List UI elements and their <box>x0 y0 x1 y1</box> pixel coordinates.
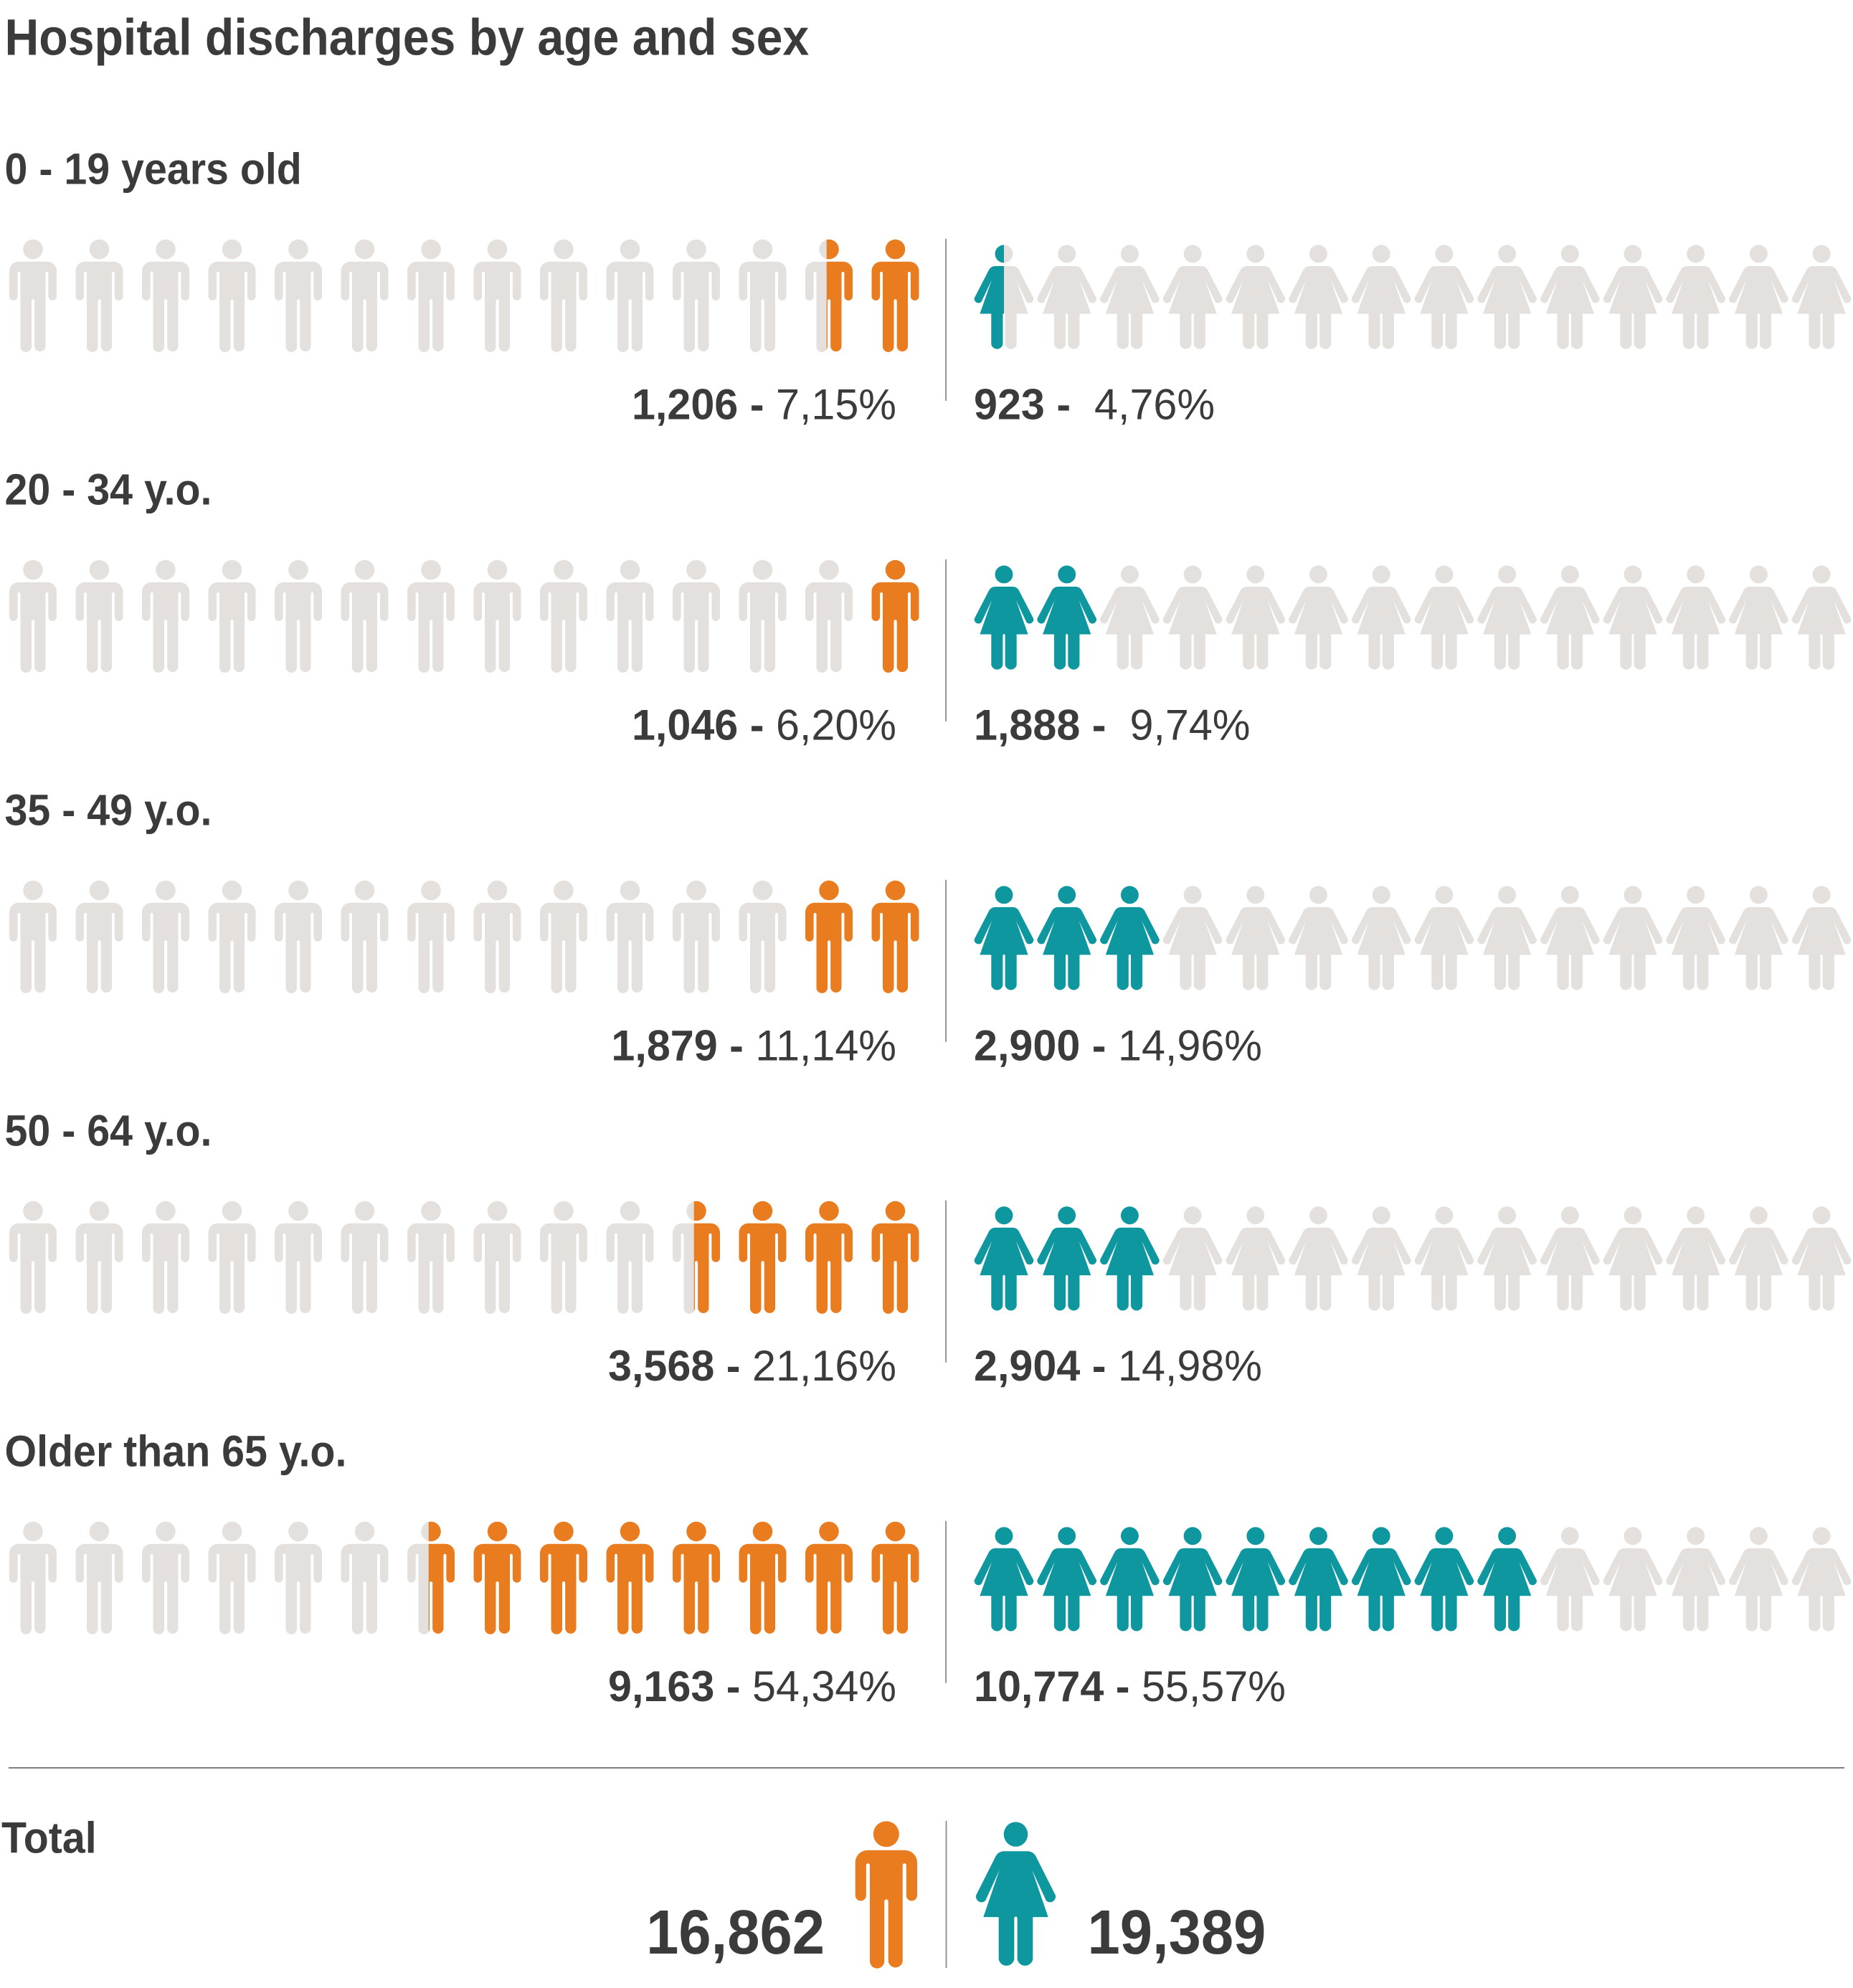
svg-text:1,888 - 9,74%: 1,888 - 9,74% <box>974 701 1251 749</box>
svg-text:10,774 - 55,57%: 10,774 - 55,57% <box>974 1662 1286 1711</box>
svg-text:19,389: 19,389 <box>1088 1897 1266 1966</box>
svg-text:2,904 - 14,98%: 2,904 - 14,98% <box>974 1342 1262 1391</box>
svg-text:Total: Total <box>1 1813 97 1862</box>
svg-text:50 - 64 y.o.: 50 - 64 y.o. <box>5 1106 212 1155</box>
svg-text:Older than 65 y.o.: Older than 65 y.o. <box>5 1426 347 1476</box>
svg-text:2,900 - 14,96%: 2,900 - 14,96% <box>974 1021 1262 1070</box>
svg-text:20 - 34 y.o.: 20 - 34 y.o. <box>5 465 212 514</box>
svg-text:0 - 19 years old: 0 - 19 years old <box>5 144 302 194</box>
svg-text:3,568 - 21,16%: 3,568 - 21,16% <box>608 1342 896 1391</box>
svg-text:16,862: 16,862 <box>646 1897 825 1966</box>
svg-text:1,046 - 6,20%: 1,046 - 6,20% <box>632 701 896 749</box>
svg-text:1,879 - 11,14%: 1,879 - 11,14% <box>611 1021 896 1070</box>
svg-text:35 - 49 y.o.: 35 - 49 y.o. <box>5 785 212 835</box>
svg-text:Hospital discharges by age and: Hospital discharges by age and sex <box>5 9 810 66</box>
svg-text:1,206 - 7,15%: 1,206 - 7,15% <box>632 380 896 429</box>
svg-text:9,163 - 54,34%: 9,163 - 54,34% <box>608 1662 896 1711</box>
svg-text:923 - 4,76%: 923 - 4,76% <box>974 380 1215 429</box>
